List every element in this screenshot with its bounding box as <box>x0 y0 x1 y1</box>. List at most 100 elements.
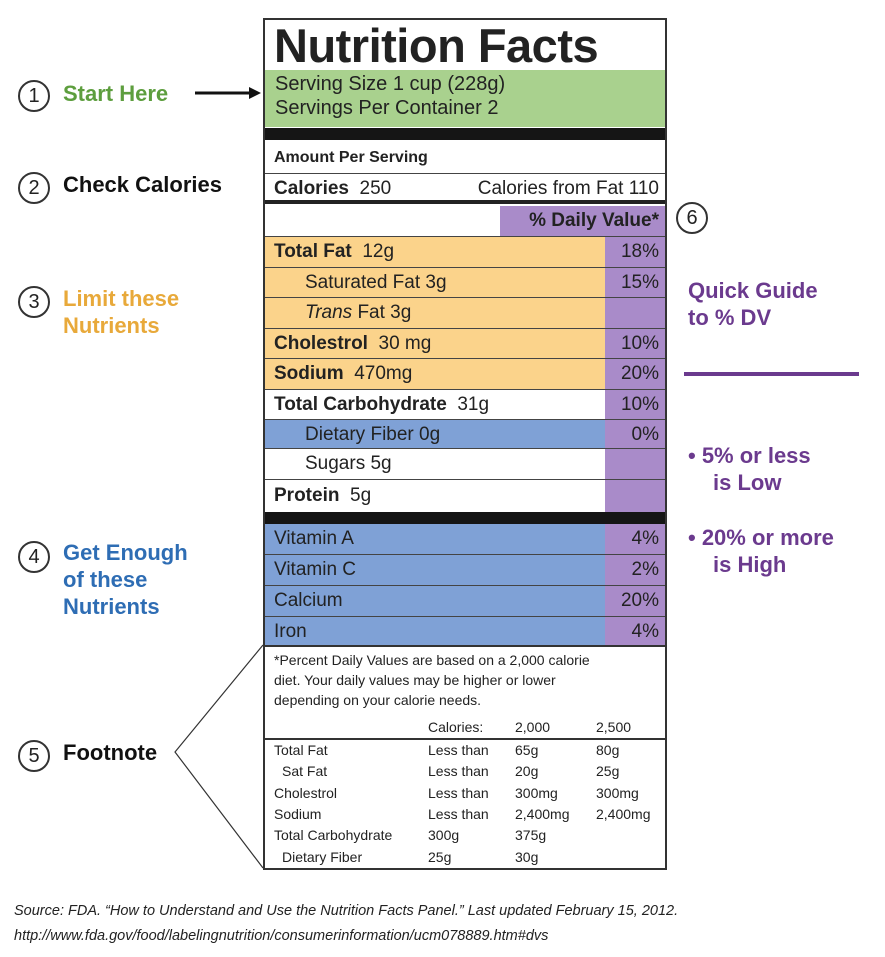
nutrient-row-sugars: Sugars 5g <box>265 449 665 480</box>
nutrition-label: Nutrition Facts Serving Size 1 cup (228g… <box>263 18 667 870</box>
text: to % DV <box>688 305 772 330</box>
vitamin-row-iron: Iron 4% <box>265 617 665 647</box>
footnote-cell: Dietary Fiber <box>282 848 363 865</box>
footnote-cell: 300g <box>428 827 460 844</box>
text: Vitamin C <box>274 559 357 580</box>
text: 30 mg <box>378 333 432 354</box>
amount-per-serving: Amount Per Serving <box>265 142 665 174</box>
enough-line-3: Nutrients <box>63 594 160 619</box>
step-4-circle: 4 <box>18 541 50 573</box>
nutrient-row-total-carbohydrate: Total Carbohydrate 31g 10% <box>265 390 665 420</box>
dv-value: 4% <box>605 617 665 645</box>
nutrient-row-sodium: Sodium 470mg 20% <box>265 359 665 390</box>
dv-value: 10% <box>605 390 665 419</box>
footnote-row: Total Carbohydrate 300g 375g <box>265 825 665 846</box>
text: diet. Your daily values may be higher or… <box>274 672 556 688</box>
footnote-row: Total Fat Less than 65g 80g <box>265 740 665 761</box>
limit-nutrients-label: Limit these Nutrients <box>63 285 179 339</box>
calories-row: Calories 250 Calories from Fat 110 <box>265 174 665 204</box>
limit-line-1: Limit these <box>63 286 180 311</box>
text: depending on your calorie needs. <box>274 692 482 708</box>
step-5-circle: 5 <box>18 740 50 772</box>
footnote-row: Sat Fat Less than 20g 25g <box>265 761 665 782</box>
footnote-bracket <box>174 644 264 869</box>
step-6-circle: 6 <box>676 202 708 234</box>
source-citation: Source: FDA. “How to Understand and Use … <box>14 903 679 919</box>
nutrient-row-cholesterol: Cholestrol 30 mg 10% <box>265 329 665 359</box>
dv-value: 15% <box>605 268 665 297</box>
text: Calcium <box>274 590 343 611</box>
source-url: http://www.fda.gov/food/labelingnutritio… <box>14 928 549 944</box>
text: 2,500 <box>596 719 632 735</box>
limit-line-2: Nutrients <box>63 313 160 338</box>
text: Saturated Fat 3g <box>305 272 447 293</box>
text: Protein <box>274 485 340 506</box>
footnote-cell: 20g <box>515 763 539 780</box>
text: 5g <box>350 485 372 506</box>
vitamin-row-calcium: Calcium 20% <box>265 586 665 617</box>
footnote-cell: Total Fat <box>274 742 328 758</box>
text: 31g <box>457 394 490 415</box>
dv-value: 10% <box>605 329 665 358</box>
dv-value: 4% <box>605 524 665 554</box>
text: Quick Guide <box>688 278 818 303</box>
footnote-row: Cholestrol Less than 300mg 300mg <box>265 783 665 804</box>
footnote-text: *Percent Daily Values are based on a 2,0… <box>274 650 590 710</box>
footnote-cell: 2,400mg <box>596 805 651 822</box>
text: Total Carbohydrate <box>274 394 447 415</box>
step-1-circle: 1 <box>18 80 50 112</box>
footnote-cell: Sat Fat <box>282 763 328 780</box>
text: • 5% or less <box>688 443 811 468</box>
arrow-right-icon <box>195 87 261 99</box>
footnote-row: Sodium Less than 2,400mg 2,400mg <box>265 804 665 825</box>
start-here-label: Start Here <box>63 81 169 106</box>
text: Total Fat <box>274 241 352 262</box>
text: is High <box>713 552 787 577</box>
footnote-label: Footnote <box>63 740 158 765</box>
text: 12g <box>362 241 395 262</box>
dv-header-row: % Daily Value* <box>265 206 665 237</box>
footnote-cell: 30g <box>515 848 539 865</box>
vitamin-row-c: Vitamin C 2% <box>265 555 665 586</box>
text: *Percent Daily Values are based on a 2,0… <box>274 652 590 668</box>
dv-value: 0% <box>605 420 665 448</box>
dv-value: 2% <box>605 555 665 585</box>
label-title: Nutrition Facts <box>274 19 599 72</box>
step-2-circle: 2 <box>18 172 50 204</box>
dv-value <box>605 480 665 512</box>
enough-line-1: Get Enough <box>63 540 188 565</box>
footnote-cell: Less than <box>428 742 489 758</box>
text: is Low <box>713 470 782 495</box>
dv-value <box>605 298 665 328</box>
footnote-cell: Less than <box>428 763 489 780</box>
nutrient-row-saturated-fat: Saturated Fat 3g 15% <box>265 268 665 298</box>
calories-from-fat: Calories from Fat 110 <box>477 178 659 199</box>
text: Cholestrol <box>274 333 368 354</box>
footnote-cell: 25g <box>596 763 620 780</box>
servings-per-container: Servings Per Container 2 <box>275 97 499 119</box>
vitamin-divider <box>265 512 665 524</box>
get-enough-label: Get Enough of these Nutrients <box>63 539 188 620</box>
text: Sugars 5g <box>305 453 392 474</box>
nutrient-row-protein: Protein 5g <box>265 480 665 512</box>
guide-high: • 20% or more is High <box>688 524 834 578</box>
footnote-cell: 80g <box>596 742 620 758</box>
text: 470mg <box>354 363 413 384</box>
text: • 20% or more <box>688 525 834 550</box>
footnote-cell: Less than <box>428 805 489 822</box>
footnote-header: Calories: 2,000 2,500 <box>265 716 665 740</box>
guide-divider <box>684 372 859 376</box>
check-calories-label: Check Calories <box>63 172 222 197</box>
footnote-cell: 25g <box>428 848 452 865</box>
guide-low: • 5% or less is Low <box>688 442 811 496</box>
dv-value: 20% <box>605 586 665 616</box>
text: Iron <box>274 621 307 642</box>
text: 2,000 <box>515 719 551 735</box>
calories-value: 250 <box>359 178 392 199</box>
footnote-cell: 65g <box>515 742 539 758</box>
text: Vitamin A <box>274 528 354 549</box>
text: Trans <box>305 302 353 323</box>
thick-divider <box>265 128 665 140</box>
serving-size: Serving Size 1 cup (228g) <box>275 73 506 95</box>
